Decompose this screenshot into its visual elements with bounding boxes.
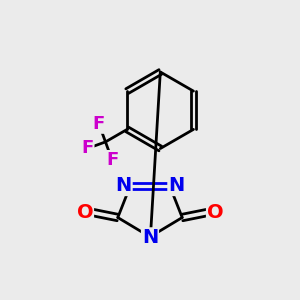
Text: O: O bbox=[76, 203, 93, 222]
Text: F: F bbox=[106, 151, 118, 169]
Text: F: F bbox=[93, 115, 105, 133]
Text: N: N bbox=[142, 228, 158, 247]
Text: N: N bbox=[168, 176, 184, 195]
Text: N: N bbox=[116, 176, 132, 195]
Text: F: F bbox=[81, 140, 94, 158]
Text: O: O bbox=[207, 203, 224, 222]
